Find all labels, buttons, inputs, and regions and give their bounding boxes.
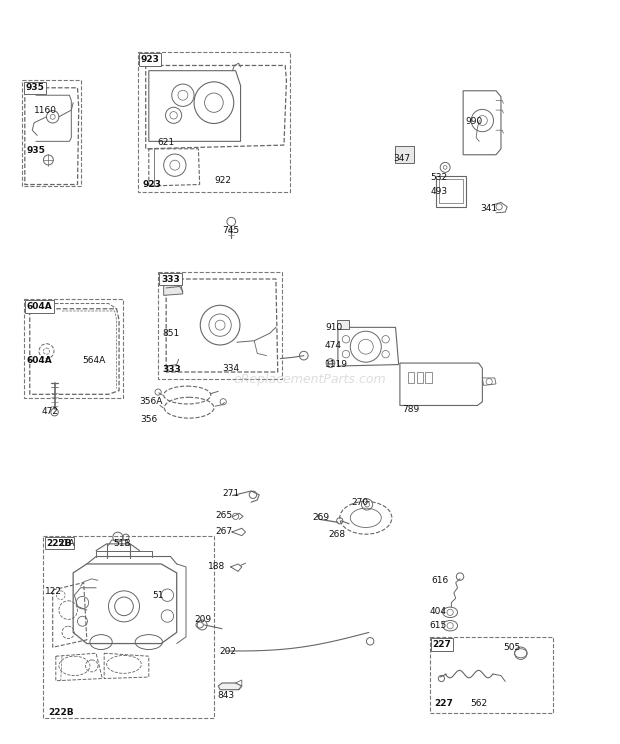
Text: 188: 188 <box>208 562 225 571</box>
Bar <box>138 52 290 192</box>
Text: 990: 990 <box>465 117 482 126</box>
Text: 604A: 604A <box>26 356 52 365</box>
Text: 604A: 604A <box>27 302 52 311</box>
Text: 334: 334 <box>222 364 239 373</box>
Text: 222B: 222B <box>46 539 72 548</box>
Text: 51: 51 <box>152 591 164 600</box>
Text: 202: 202 <box>219 647 236 656</box>
Bar <box>436 176 466 207</box>
Polygon shape <box>218 683 242 690</box>
Text: 122: 122 <box>45 587 62 596</box>
Text: 493: 493 <box>430 187 448 196</box>
Text: 270: 270 <box>352 498 369 507</box>
Text: 333: 333 <box>161 275 180 283</box>
Text: 356: 356 <box>141 415 158 424</box>
Text: eReplacementParts.com: eReplacementParts.com <box>234 373 386 386</box>
Text: 562: 562 <box>470 699 487 708</box>
Text: 923: 923 <box>143 180 161 189</box>
Bar <box>439 179 463 203</box>
Text: 333: 333 <box>162 365 181 374</box>
Bar <box>417 372 423 383</box>
Text: 789: 789 <box>402 405 419 414</box>
Text: 621: 621 <box>157 138 175 147</box>
Text: 474: 474 <box>325 341 342 350</box>
Polygon shape <box>164 285 183 295</box>
Text: 472: 472 <box>42 407 58 416</box>
Text: 404: 404 <box>430 607 446 616</box>
Text: 910: 910 <box>325 323 342 332</box>
Text: 269: 269 <box>312 513 330 522</box>
Text: 843: 843 <box>217 691 234 700</box>
Bar <box>337 320 349 329</box>
Bar <box>43 536 214 718</box>
Text: 347: 347 <box>394 154 411 163</box>
Text: 51B: 51B <box>113 539 130 548</box>
Text: 745: 745 <box>222 226 239 235</box>
Text: 935: 935 <box>25 83 44 92</box>
Text: 1160: 1160 <box>34 106 57 115</box>
Bar <box>24 299 123 398</box>
Text: 851: 851 <box>162 329 180 338</box>
Text: 615: 615 <box>430 621 447 630</box>
Text: 271: 271 <box>222 489 239 498</box>
Text: 222B: 222B <box>48 708 74 717</box>
Text: 51A: 51A <box>58 539 75 548</box>
Text: 209: 209 <box>194 615 211 623</box>
Text: 935: 935 <box>26 146 45 155</box>
Bar <box>430 637 553 713</box>
Text: 265: 265 <box>215 511 232 520</box>
Bar <box>408 372 414 383</box>
Text: 505: 505 <box>503 643 521 652</box>
Text: 564A: 564A <box>82 356 105 365</box>
Bar <box>395 146 414 163</box>
Text: 616: 616 <box>431 576 448 585</box>
Bar <box>22 80 81 186</box>
Text: 1119: 1119 <box>325 360 348 369</box>
Text: 227: 227 <box>434 699 453 708</box>
Text: 532: 532 <box>430 173 448 182</box>
Text: 268: 268 <box>329 530 346 539</box>
Bar <box>425 372 432 383</box>
Text: 267: 267 <box>216 527 233 536</box>
Text: 227: 227 <box>433 640 451 649</box>
Text: 923: 923 <box>141 55 159 64</box>
Bar <box>158 272 282 379</box>
Text: 356A: 356A <box>139 397 162 406</box>
Text: 922: 922 <box>215 176 231 185</box>
Text: 341: 341 <box>480 204 497 213</box>
